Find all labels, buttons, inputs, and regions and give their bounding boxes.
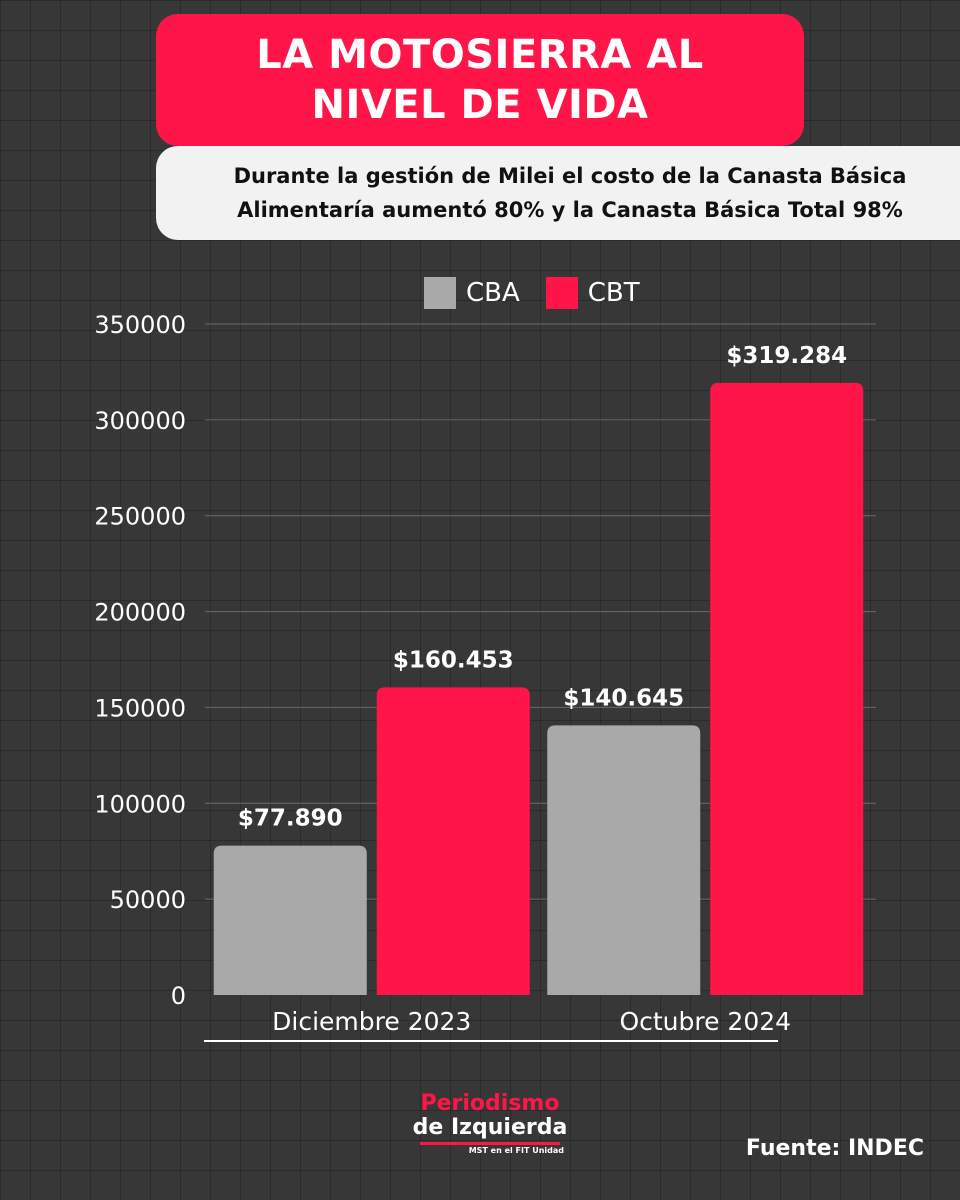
logo-tagline: MST en el FIT Unidad — [468, 1146, 564, 1155]
subtitle-line-2: Alimentaría aumentó 80% y la Canasta Bás… — [237, 198, 903, 222]
x-category-label: Octubre 2024 — [619, 1007, 791, 1036]
data-label-cba-1: $140.645 — [563, 685, 684, 711]
brand-logo: Periodismo de Izquierda MST en el FIT Un… — [410, 1092, 570, 1157]
bar-cba-1 — [547, 725, 701, 995]
source-note: Fuente: INDEC — [745, 1136, 924, 1161]
y-tick-label: 100000 — [94, 790, 186, 818]
logo-underline — [420, 1142, 560, 1145]
data-label-cbt-1: $319.284 — [726, 343, 847, 369]
y-tick-label: 150000 — [94, 694, 186, 722]
bar-cbt-1 — [710, 382, 864, 995]
logo-text-line-1: Periodismo — [420, 1091, 560, 1116]
title-line-1: LA MOTOSIERRA AL — [256, 32, 704, 78]
y-tick-label: 50000 — [110, 886, 186, 914]
y-axis-ticks: 0 50000 100000 150000 200000 250000 300000 3500… — [94, 311, 186, 1010]
subtitle-line-1: Durante la gestión de Milei el costo de … — [233, 164, 907, 188]
y-tick-label: 0 — [171, 982, 186, 1010]
x-axis-categories: Diciembre 2023 Octubre 2024 — [272, 1007, 791, 1036]
legend-label-cba: CBA — [466, 278, 520, 308]
data-labels: $77.890 $160.453 $140.645 $319.284 — [238, 343, 847, 832]
subtitle-banner: Durante la gestión de Milei el costo de … — [156, 146, 960, 240]
y-tick-label: 200000 — [94, 599, 186, 627]
y-tick-label: 250000 — [94, 503, 186, 531]
y-tick-label: 300000 — [94, 407, 186, 435]
title-line-2: NIVEL DE VIDA — [311, 82, 649, 128]
data-label-cba-0: $77.890 — [238, 806, 343, 832]
bar-cba-0 — [213, 845, 367, 995]
data-label-cbt-0: $160.453 — [393, 647, 514, 673]
y-tick-label: 350000 — [94, 311, 186, 339]
legend-item-cbt: CBT — [545, 277, 640, 309]
legend-swatch-cbt — [545, 277, 578, 309]
chart-legend: CBA CBT — [424, 276, 666, 310]
legend-item-cba: CBA — [424, 277, 520, 309]
bar-cbt-0 — [376, 687, 530, 995]
bars — [213, 382, 864, 995]
title-banner: LA MOTOSIERRA AL NIVEL DE VIDA — [156, 14, 804, 146]
legend-label-cbt: CBT — [587, 278, 640, 308]
logo-text-line-2: de Izquierda — [412, 1115, 568, 1140]
x-category-label: Diciembre 2023 — [272, 1007, 471, 1036]
legend-swatch-cba — [424, 277, 456, 309]
